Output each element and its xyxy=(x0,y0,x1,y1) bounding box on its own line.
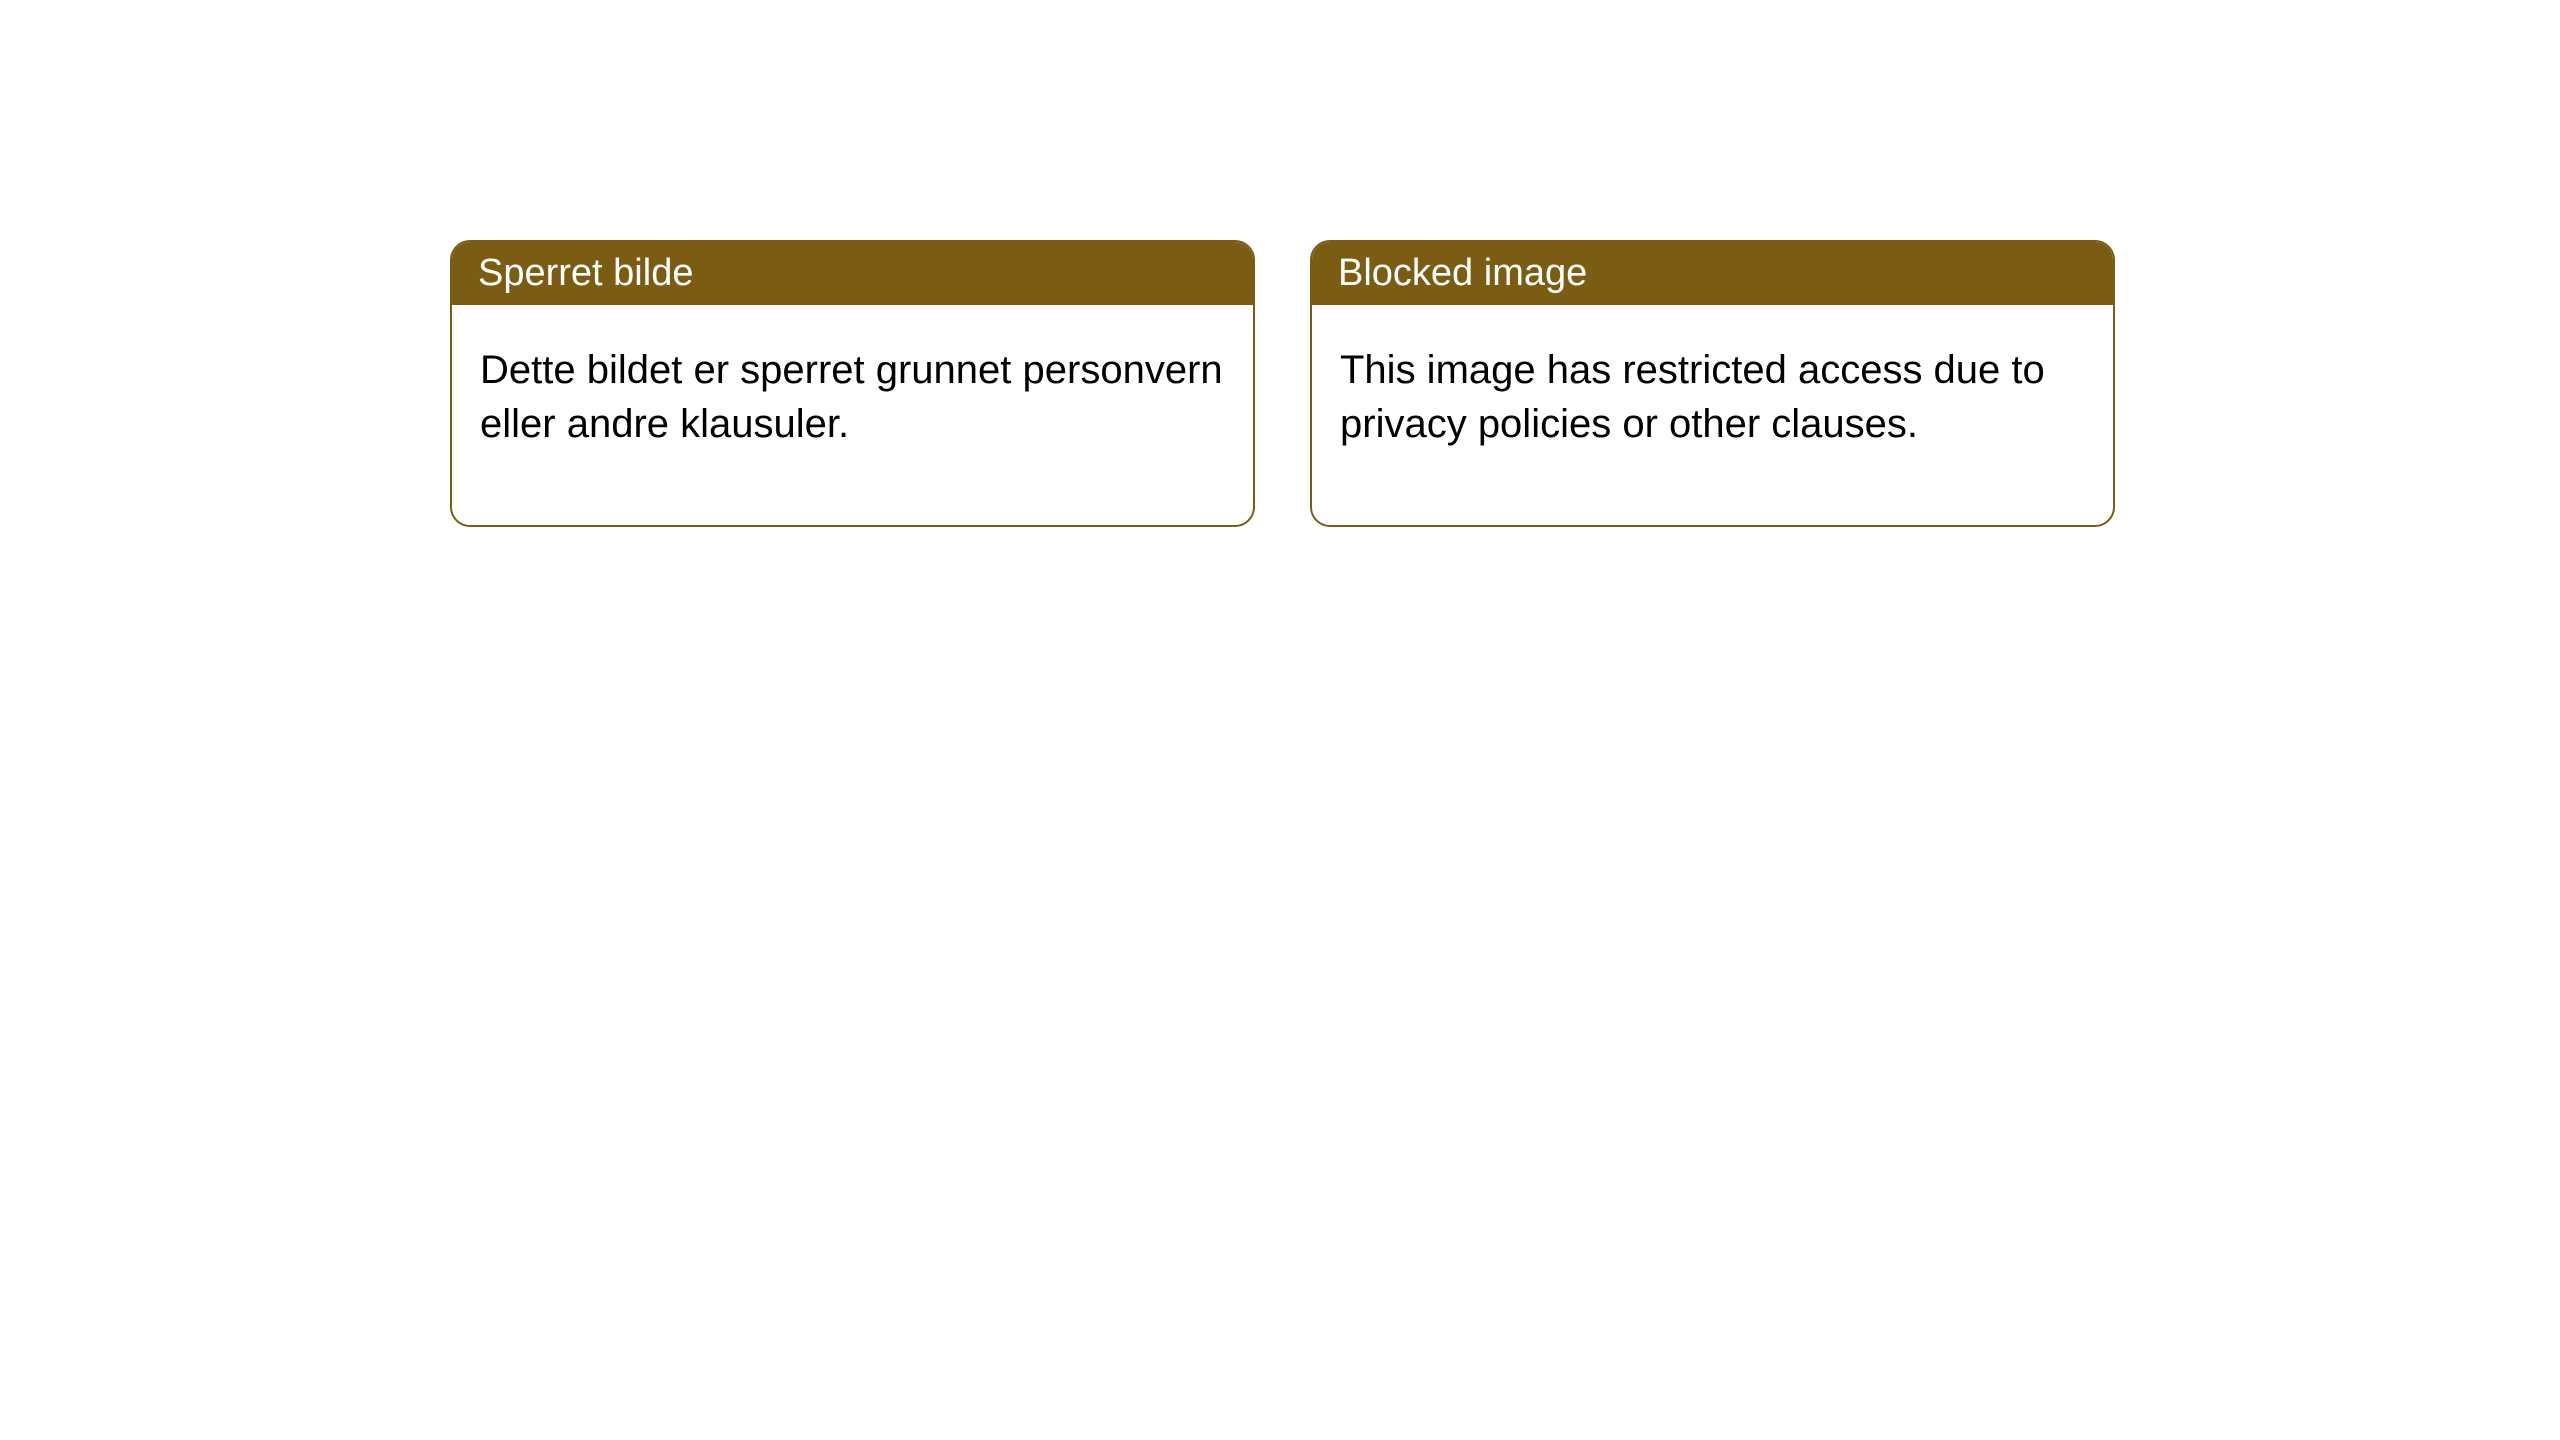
notice-title: Blocked image xyxy=(1338,252,1587,294)
notice-header: Sperret bilde xyxy=(452,242,1253,305)
notice-card-english: Blocked image This image has restricted … xyxy=(1310,240,2115,527)
notice-title: Sperret bilde xyxy=(478,252,693,294)
notice-body: Dette bildet er sperret grunnet personve… xyxy=(452,305,1253,525)
notice-body: This image has restricted access due to … xyxy=(1312,305,2113,525)
notice-body-text: Dette bildet er sperret grunnet personve… xyxy=(480,348,1223,446)
notice-card-norwegian: Sperret bilde Dette bildet er sperret gr… xyxy=(450,240,1255,527)
notice-header: Blocked image xyxy=(1312,242,2113,305)
notice-container: Sperret bilde Dette bildet er sperret gr… xyxy=(450,240,2115,527)
notice-body-text: This image has restricted access due to … xyxy=(1340,348,2045,446)
